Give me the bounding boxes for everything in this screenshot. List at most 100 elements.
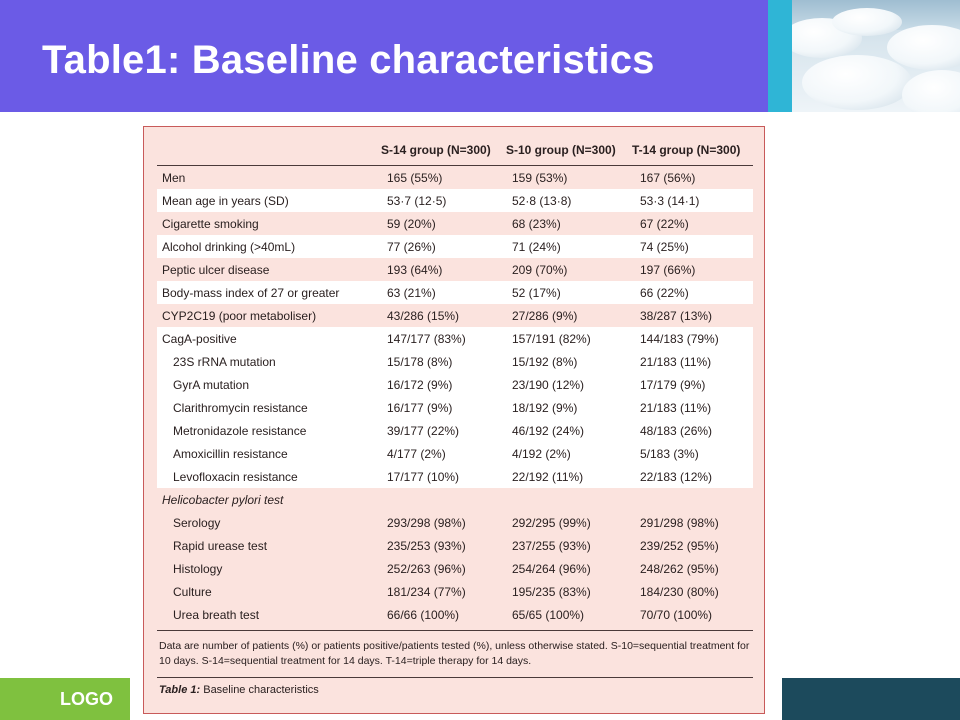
table-row: Histology 252/263 (96%) 254/264 (96%) 248/2… bbox=[157, 557, 753, 580]
cell-s14: 147/177 (83%) bbox=[387, 332, 466, 346]
table-row: Clarithromycin resistance 16/177 (9%) 18/1… bbox=[157, 396, 753, 419]
column-header-t14: T-14 group (N=300) bbox=[632, 143, 741, 157]
table-row: Urea breath test 66/66 (100%) 65/65 (100%)… bbox=[157, 603, 753, 626]
accent-bar bbox=[768, 0, 792, 112]
caption-prefix: Table 1: bbox=[159, 684, 201, 696]
table-bottom-rule bbox=[157, 630, 753, 631]
table-row: Helicobacter pylori test bbox=[157, 488, 753, 511]
row-label: Amoxicillin resistance bbox=[173, 447, 288, 461]
table-caption: Table 1: Baseline characteristics bbox=[157, 678, 753, 702]
cell-s14: 293/298 (98%) bbox=[387, 516, 466, 530]
cell-s10: 23/190 (12%) bbox=[512, 378, 585, 392]
row-label: GyrA mutation bbox=[173, 378, 250, 392]
cell-s10: 52 (17%) bbox=[512, 286, 561, 300]
cell-t14: 66 (22%) bbox=[640, 286, 689, 300]
footer-green-bar bbox=[0, 678, 130, 720]
cell-t14: 21/183 (11%) bbox=[640, 401, 712, 415]
cell-s14: 66/66 (100%) bbox=[387, 608, 460, 622]
cell-s10: 195/235 (83%) bbox=[512, 585, 591, 599]
cell-t14: 67 (22%) bbox=[640, 217, 689, 231]
cell-t14: 239/252 (95%) bbox=[640, 539, 719, 553]
cell-t14: 38/287 (13%) bbox=[640, 309, 713, 323]
table-row: Peptic ulcer disease 193 (64%) 209 (70%) 19… bbox=[157, 258, 753, 281]
table-row: Amoxicillin resistance 4/177 (2%) 4/192 (2… bbox=[157, 442, 753, 465]
table-row: Serology 293/298 (98%) 292/295 (99%) 291/29… bbox=[157, 511, 753, 534]
row-label: Helicobacter pylori test bbox=[162, 493, 284, 507]
cell-s10: 15/192 (8%) bbox=[512, 355, 578, 369]
cell-s10: 159 (53%) bbox=[512, 171, 568, 185]
cell-t14: 17/179 (9%) bbox=[640, 378, 706, 392]
column-header-s10: S-10 group (N=300) bbox=[506, 143, 616, 157]
cell-s10: 237/255 (93%) bbox=[512, 539, 591, 553]
cell-s14: 53·7 (12·5) bbox=[387, 194, 447, 208]
header-photo bbox=[792, 0, 960, 112]
slide-header: Table1: Baseline characteristics bbox=[0, 0, 768, 112]
table-row: Rapid urease test 235/253 (93%) 237/255 (9… bbox=[157, 534, 753, 557]
cell-s10: 52·8 (13·8) bbox=[512, 194, 572, 208]
row-label: Culture bbox=[173, 585, 212, 599]
cell-s10: 292/295 (99%) bbox=[512, 516, 591, 530]
cell-t14: 48/183 (26%) bbox=[640, 424, 713, 438]
footer-dark-bar bbox=[782, 678, 960, 720]
row-label: Alcohol drinking (>40mL) bbox=[162, 240, 296, 254]
cell-s14: 252/263 (96%) bbox=[387, 562, 466, 576]
cell-s14: 235/253 (93%) bbox=[387, 539, 466, 553]
cell-s14: 39/177 (22%) bbox=[387, 424, 460, 438]
cell-s14: 181/234 (77%) bbox=[387, 585, 466, 599]
cell-s14: 165 (55%) bbox=[387, 171, 443, 185]
cell-t14: 21/183 (11%) bbox=[640, 355, 712, 369]
cell-t14: 167 (56%) bbox=[640, 171, 696, 185]
row-label: Levofloxacin resistance bbox=[173, 470, 298, 484]
cell-t14: 22/183 (12%) bbox=[640, 470, 713, 484]
row-label: Cigarette smoking bbox=[162, 217, 259, 231]
cell-s14: 17/177 (10%) bbox=[387, 470, 460, 484]
cell-s10: 157/191 (82%) bbox=[512, 332, 591, 346]
table-footnote: Data are number of patients (%) or patie… bbox=[157, 631, 753, 678]
cell-t14: 144/183 (79%) bbox=[640, 332, 719, 346]
cell-s14: 15/178 (8%) bbox=[387, 355, 453, 369]
column-header-s14: S-14 group (N=300) bbox=[381, 143, 491, 157]
table-figure: S-14 group (N=300) S-10 group (N=300) T-… bbox=[143, 126, 765, 714]
table-row: Alcohol drinking (>40mL) 77 (26%) 71 (24%)… bbox=[157, 235, 753, 258]
table-row: Cigarette smoking 59 (20%) 68 (23%) 67 (22%… bbox=[157, 212, 753, 235]
row-label: 23S rRNA mutation bbox=[173, 355, 276, 369]
table-row: Mean age in years (SD) 53·7 (12·5) 52·8 (1… bbox=[157, 189, 753, 212]
cell-s10: 46/192 (24%) bbox=[512, 424, 585, 438]
logo: LOGO bbox=[60, 689, 113, 709]
row-label: Men bbox=[162, 171, 186, 185]
cell-t14: 53·3 (14·1) bbox=[640, 194, 700, 208]
cell-t14: 5/183 (3%) bbox=[640, 447, 699, 461]
row-label: CagA-positive bbox=[162, 332, 237, 346]
cell-s14: 193 (64%) bbox=[387, 263, 443, 277]
table-row: CagA-positive 147/177 (83%) 157/191 (82%) 1… bbox=[157, 327, 753, 350]
cell-t14: 248/262 (95%) bbox=[640, 562, 719, 576]
cell-s10: 27/286 (9%) bbox=[512, 309, 578, 323]
table-row: GyrA mutation 16/172 (9%) 23/190 (12%) 17/1… bbox=[157, 373, 753, 396]
caption-text: Baseline characteristics bbox=[200, 684, 319, 696]
table-row: CYP2C19 (poor metaboliser) 43/286 (15%) 27… bbox=[157, 304, 753, 327]
row-label: CYP2C19 (poor metaboliser) bbox=[162, 309, 317, 323]
cell-s10: 65/65 (100%) bbox=[512, 608, 585, 622]
table-row: Metronidazole resistance 39/177 (22%) 46/1… bbox=[157, 419, 753, 442]
baseline-table: S-14 group (N=300) S-10 group (N=300) T-… bbox=[157, 135, 753, 702]
cell-s10: 18/192 (9%) bbox=[512, 401, 578, 415]
row-label: Clarithromycin resistance bbox=[173, 401, 308, 415]
cell-s14: 43/286 (15%) bbox=[387, 309, 460, 323]
row-label: Body-mass index of 27 or greater bbox=[162, 286, 340, 300]
table-row: Culture 181/234 (77%) 195/235 (83%) 184/230… bbox=[157, 580, 753, 603]
cell-s10: 71 (24%) bbox=[512, 240, 561, 254]
cell-s10: 254/264 (96%) bbox=[512, 562, 591, 576]
cell-s14: 16/172 (9%) bbox=[387, 378, 453, 392]
cell-s14: 59 (20%) bbox=[387, 217, 436, 231]
cell-s14: 16/177 (9%) bbox=[387, 401, 453, 415]
table-body: Men 165 (55%) 159 (53%) 167 (56%) Mean age i… bbox=[157, 166, 753, 626]
row-label: Histology bbox=[173, 562, 223, 576]
table-header: S-14 group (N=300) S-10 group (N=300) T-… bbox=[157, 135, 753, 166]
slide-title: Table1: Baseline characteristics bbox=[42, 38, 655, 82]
cell-s10: 68 (23%) bbox=[512, 217, 561, 231]
table-row: Men 165 (55%) 159 (53%) 167 (56%) bbox=[157, 166, 753, 189]
cell-s14: 63 (21%) bbox=[387, 286, 436, 300]
row-label: Peptic ulcer disease bbox=[162, 263, 270, 277]
cell-s14: 4/177 (2%) bbox=[387, 447, 446, 461]
cell-t14: 74 (25%) bbox=[640, 240, 689, 254]
